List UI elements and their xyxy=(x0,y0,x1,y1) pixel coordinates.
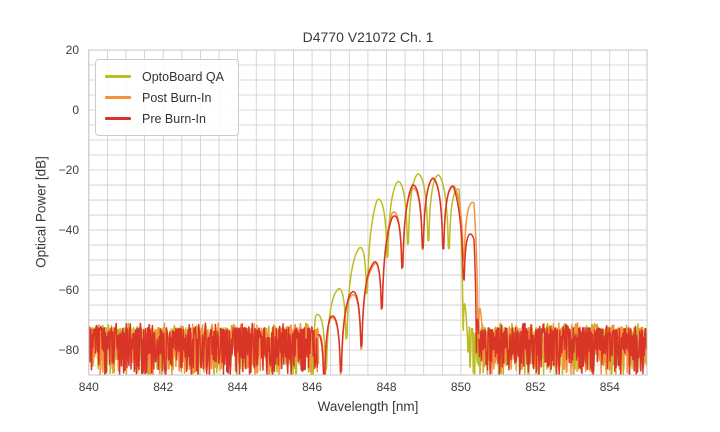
x-axis-label: Wavelength [nm] xyxy=(317,399,419,414)
legend-line-swatch xyxy=(105,117,131,120)
legend-item-post-burn-in: Post Burn-In xyxy=(105,87,224,108)
x-tick-label: 846 xyxy=(302,380,323,394)
chart-title: D4770 V21072 Ch. 1 xyxy=(302,29,434,45)
legend-label: Pre Burn-In xyxy=(142,111,206,126)
y-tick-label: −60 xyxy=(58,283,79,298)
legend-item-pre-burn-in: Pre Burn-In xyxy=(105,108,224,129)
y-tick-label: −80 xyxy=(58,343,79,358)
axes-spine xyxy=(88,49,648,376)
legend: OptoBoard QA Post Burn-In Pre Burn-In xyxy=(95,59,239,136)
x-tick-label: 844 xyxy=(227,380,248,394)
x-tick-label: 854 xyxy=(599,380,620,394)
y-tick-label: −40 xyxy=(58,223,79,238)
x-tick-label: 842 xyxy=(153,380,174,394)
legend-label: Post Burn-In xyxy=(142,90,212,105)
y-tick-label: −20 xyxy=(58,163,79,178)
legend-item-optoboard-qa: OptoBoard QA xyxy=(105,66,224,87)
x-tick-label: 850 xyxy=(450,380,471,394)
legend-line-swatch xyxy=(105,96,131,99)
legend-label: OptoBoard QA xyxy=(142,69,224,84)
trace-pre-burn-in xyxy=(88,177,648,375)
x-tick-label: 848 xyxy=(376,380,397,394)
y-tick-label: 20 xyxy=(65,43,79,57)
legend-line-swatch xyxy=(105,75,131,78)
x-tick-label: 840 xyxy=(78,380,99,394)
y-tick-label: 0 xyxy=(72,103,79,118)
x-tick-label: 852 xyxy=(525,380,546,394)
